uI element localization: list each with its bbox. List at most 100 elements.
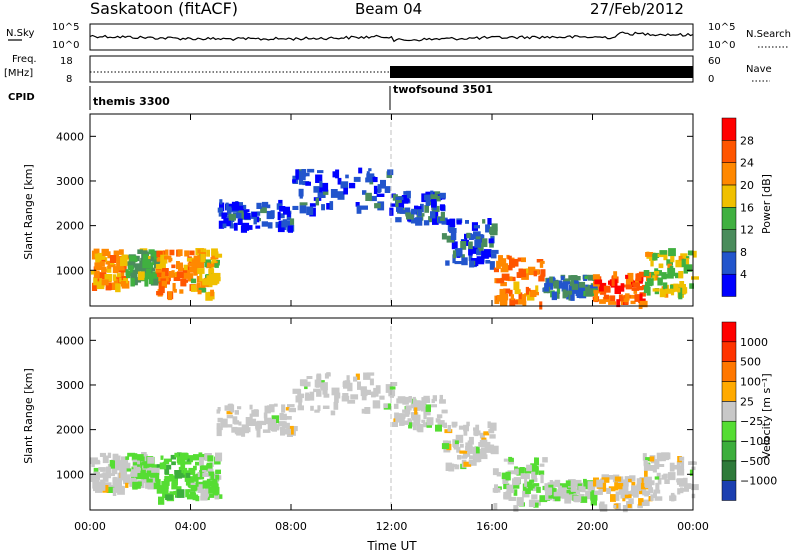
- data-cell: [251, 409, 259, 417]
- data-cell: [684, 264, 693, 272]
- data-cell: [401, 195, 409, 204]
- data-cell: [349, 182, 356, 189]
- data-cell: [172, 482, 178, 489]
- data-cell: [414, 407, 418, 417]
- data-cell: [164, 458, 172, 462]
- data-cell: [130, 277, 135, 287]
- data-cell: [412, 396, 416, 401]
- data-cell: [616, 483, 624, 490]
- data-cell: [184, 461, 192, 465]
- data-cell: [215, 452, 223, 462]
- data-cell: [410, 217, 418, 224]
- data-cell: [232, 212, 240, 219]
- data-cell: [636, 484, 642, 491]
- data-cell: [106, 466, 111, 474]
- data-cell: [161, 280, 167, 288]
- data-cell: [287, 225, 293, 233]
- colorbar-tick-label: −500: [740, 455, 770, 468]
- data-cell: [345, 174, 349, 179]
- data-cell: [180, 463, 186, 470]
- data-cell: [113, 278, 119, 286]
- data-cell: [156, 250, 163, 258]
- data-cell: [99, 452, 106, 457]
- data-cell: [358, 167, 363, 174]
- data-cell: [598, 282, 607, 292]
- data-cell: [101, 266, 107, 273]
- data-cell: [217, 407, 221, 412]
- data-cell: [256, 211, 261, 216]
- data-cell: [468, 241, 473, 250]
- data-cell: [159, 462, 167, 470]
- data-cell: [399, 209, 406, 214]
- nave-tick-bottom: 0: [708, 74, 714, 85]
- data-cell: [163, 460, 170, 465]
- freq-unit-label: [MHz]: [4, 68, 33, 79]
- data-cell: [342, 381, 349, 387]
- data-cell: [270, 210, 275, 219]
- data-cell: [498, 258, 504, 267]
- data-cell: [214, 263, 219, 268]
- data-cell: [380, 179, 386, 189]
- data-cell: [122, 474, 128, 482]
- data-cell: [520, 473, 528, 479]
- power-data-cells: [90, 167, 699, 310]
- data-cell: [134, 264, 141, 272]
- data-cell: [323, 189, 329, 195]
- data-cell: [106, 486, 115, 493]
- data-cell: [587, 481, 596, 491]
- y-tick-label: 2000: [56, 424, 84, 437]
- data-cell: [269, 419, 276, 424]
- data-cell: [161, 272, 169, 282]
- data-cell: [410, 403, 415, 409]
- noise-tick-top-left: 10^5: [52, 22, 79, 33]
- data-cell: [466, 421, 470, 427]
- data-cell: [156, 291, 164, 296]
- data-cell: [414, 419, 418, 425]
- data-cell: [327, 372, 331, 377]
- data-cell: [620, 494, 628, 499]
- data-cell: [397, 396, 406, 401]
- data-cell: [545, 487, 553, 495]
- data-cell: [306, 206, 314, 216]
- data-cell: [167, 291, 173, 301]
- data-cell: [670, 494, 676, 499]
- data-cell: [452, 254, 456, 264]
- data-cell: [151, 464, 160, 468]
- data-cell: [528, 499, 535, 507]
- data-cell: [285, 407, 290, 411]
- data-cell: [221, 212, 228, 219]
- x-tick-label: 08:00: [275, 520, 307, 533]
- data-cell: [659, 250, 668, 255]
- data-cell: [395, 416, 399, 423]
- data-cell: [151, 267, 156, 272]
- data-cell: [171, 264, 176, 269]
- data-cell: [463, 424, 469, 432]
- data-cell: [277, 224, 285, 233]
- data-cell: [590, 285, 598, 289]
- data-cell: [237, 406, 242, 410]
- data-cell: [661, 272, 667, 280]
- data-cell: [507, 255, 512, 260]
- data-cell: [207, 263, 215, 267]
- data-cell: [548, 495, 554, 499]
- data-cell: [439, 204, 445, 211]
- data-cell: [678, 255, 685, 261]
- y-tick-label: 4000: [56, 130, 84, 143]
- data-cell: [316, 390, 322, 397]
- data-cell: [279, 206, 286, 212]
- data-cell: [578, 281, 586, 288]
- data-cell: [479, 432, 485, 439]
- colorbar-segment: [721, 361, 737, 382]
- data-cell: [451, 241, 458, 250]
- data-cell: [243, 212, 248, 220]
- data-cell: [514, 466, 518, 471]
- data-cell: [687, 250, 694, 256]
- data-cell: [539, 301, 543, 310]
- data-cell: [573, 482, 581, 487]
- data-cell: [666, 274, 674, 279]
- data-cell: [195, 496, 200, 502]
- data-cell: [143, 477, 148, 484]
- data-cell: [199, 272, 203, 282]
- data-cell: [130, 477, 137, 484]
- data-cell: [148, 249, 155, 254]
